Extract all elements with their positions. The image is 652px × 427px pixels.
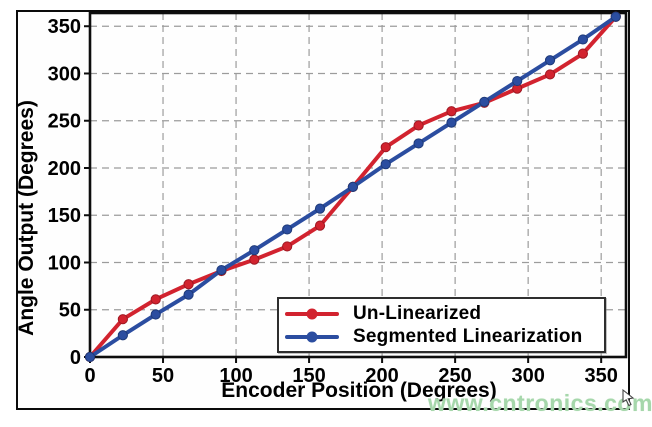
data-point-segmented-linearization: [183, 289, 194, 300]
y-tick-label: 50: [59, 300, 81, 322]
data-point-segmented-linearization: [479, 96, 490, 107]
data-point-segmented-linearization: [314, 203, 326, 214]
data-point-un-linearized: [150, 294, 161, 305]
data-point-segmented-linearization: [413, 138, 424, 149]
legend-item-un-linearized: Un-Linearized: [279, 302, 604, 325]
data-point-un-linearized: [117, 314, 128, 325]
x-axis-label: Encoder Position (Degrees): [221, 379, 497, 402]
y-axis-label: Angle Output (Degrees): [15, 100, 38, 336]
watermark-text: www.cntronics.com: [428, 390, 652, 416]
blue-line-marker-icon: [285, 331, 339, 342]
plot-frame: [88, 11, 628, 359]
mouse-cursor-icon: [622, 389, 635, 407]
data-point-segmented-linearization: [84, 351, 96, 363]
data-point-un-linearized: [413, 120, 424, 131]
red-line-marker-icon: [285, 308, 339, 319]
y-tick-label: 350: [48, 16, 81, 38]
data-point-segmented-linearization: [150, 309, 161, 320]
x-tick-label: 350: [584, 365, 617, 387]
y-tick-label: 100: [48, 252, 81, 274]
legend-label: Segmented Linearization: [353, 325, 583, 347]
data-point-segmented-linearization: [610, 11, 621, 22]
data-point-un-linearized: [544, 69, 556, 80]
red-circle-marker-icon: [306, 308, 318, 319]
data-point-un-linearized: [577, 48, 589, 59]
data-point-segmented-linearization: [117, 330, 128, 341]
x-tick-label: 0: [84, 365, 95, 387]
data-point-un-linearized: [282, 241, 293, 252]
data-point-un-linearized: [249, 254, 260, 265]
data-point-segmented-linearization: [577, 34, 589, 45]
data-point-segmented-linearization: [446, 117, 457, 128]
y-tick-label: 150: [48, 205, 81, 227]
data-point-segmented-linearization: [282, 224, 293, 235]
legend: Un-Linearized Segmented Linearization: [277, 297, 606, 353]
x-tick-label: 250: [438, 365, 471, 387]
legend-label: Un-Linearized: [353, 302, 482, 324]
x-tick-label: 150: [292, 365, 325, 387]
data-point-segmented-linearization: [249, 245, 260, 256]
x-tick-label: 300: [511, 365, 544, 387]
data-point-segmented-linearization: [216, 264, 227, 276]
data-point-segmented-linearization: [380, 159, 391, 170]
data-point-un-linearized: [446, 106, 457, 117]
data-point-segmented-linearization: [512, 75, 523, 87]
x-tick-label: 200: [365, 365, 398, 387]
data-point-segmented-linearization: [347, 181, 358, 192]
y-tick-label: 250: [48, 111, 81, 133]
data-point-segmented-linearization: [544, 55, 556, 66]
data-point-un-linearized: [183, 279, 194, 290]
data-point-un-linearized: [380, 142, 391, 153]
y-tick-label: 300: [48, 63, 81, 85]
y-tick-label: 0: [70, 347, 81, 369]
data-point-un-linearized: [314, 220, 326, 231]
y-tick-label: 200: [48, 158, 81, 180]
x-tick-label: 100: [219, 365, 252, 387]
blue-circle-marker-icon: [306, 331, 318, 342]
legend-item-segmented-linearization: Segmented Linearization: [279, 325, 604, 348]
x-tick-label: 50: [152, 365, 174, 387]
